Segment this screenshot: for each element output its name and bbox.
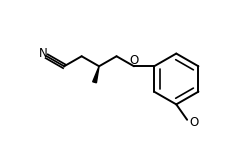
Text: O: O [129, 54, 138, 67]
Polygon shape [92, 66, 99, 83]
Text: O: O [189, 116, 198, 129]
Text: N: N [39, 47, 48, 60]
